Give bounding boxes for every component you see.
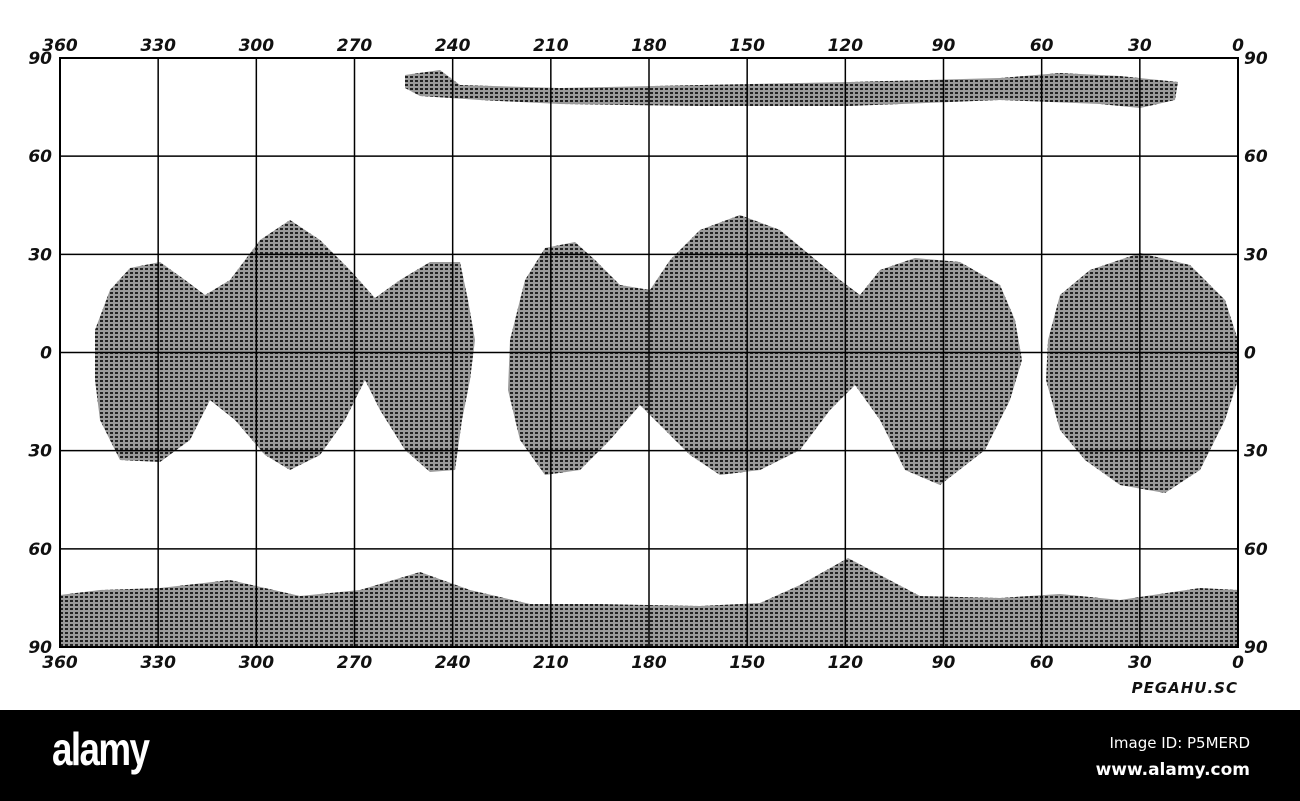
bottom-longitude-label: 60 <box>1030 653 1054 673</box>
top-longitude-label: 90 <box>932 36 956 56</box>
right-latitude-label: 90 <box>1244 638 1268 658</box>
top-longitude-label: 150 <box>729 36 765 56</box>
left-latitude-label: 90 <box>28 49 52 69</box>
bottom-longitude-label: 300 <box>239 653 275 673</box>
top-longitude-label: 30 <box>1128 36 1152 56</box>
right-latitude-label: 30 <box>1244 245 1268 265</box>
top-longitude-label: 60 <box>1030 36 1054 56</box>
top-longitude-label: 240 <box>435 36 471 56</box>
bottom-longitude-label: 210 <box>533 653 569 673</box>
left-latitude-label: 60 <box>28 540 52 560</box>
left-latitude-label: 60 <box>28 147 52 167</box>
right-latitude-label: 30 <box>1244 442 1268 462</box>
watermark-footer: alamy Image ID: P5MERD www.alamy.com <box>0 710 1300 801</box>
dark-region-central <box>508 215 1022 485</box>
top-longitude-label: 360 <box>42 36 78 56</box>
top-longitude-label: 330 <box>140 36 176 56</box>
bottom-longitude-label: 0 <box>1232 653 1244 673</box>
bottom-longitude-label: 180 <box>631 653 667 673</box>
right-latitude-label: 90 <box>1244 49 1268 69</box>
site-url: www.alamy.com <box>1095 760 1250 780</box>
bottom-longitude-label: 270 <box>337 653 373 673</box>
bottom-longitude-label: 330 <box>140 653 176 673</box>
right-latitude-label: 0 <box>1244 344 1256 364</box>
top-longitude-label: 300 <box>239 36 275 56</box>
top-longitude-label: 210 <box>533 36 569 56</box>
left-latitude-label: 0 <box>40 344 52 364</box>
right-latitude-label: 60 <box>1244 540 1268 560</box>
left-latitude-label: 30 <box>28 442 52 462</box>
alamy-logo: alamy <box>52 723 150 775</box>
left-latitude-label: 90 <box>28 638 52 658</box>
top-longitude-label: 0 <box>1232 36 1244 56</box>
image-id: Image ID: P5MERD <box>1109 734 1250 752</box>
top-longitude-label: 120 <box>828 36 864 56</box>
bottom-longitude-label: 150 <box>729 653 765 673</box>
top-longitude-label: 270 <box>337 36 373 56</box>
north-polar-band <box>405 70 1178 108</box>
right-latitude-label: 60 <box>1244 147 1268 167</box>
dark-region-west <box>95 220 475 472</box>
bottom-longitude-label: 90 <box>932 653 956 673</box>
bottom-longitude-label: 360 <box>42 653 78 673</box>
engraver-credit: PEGAHU.SC <box>1131 679 1238 697</box>
bottom-longitude-label: 120 <box>828 653 864 673</box>
dark-region-east <box>1046 253 1238 493</box>
top-longitude-label: 180 <box>631 36 667 56</box>
left-latitude-label: 30 <box>28 245 52 265</box>
bottom-longitude-label: 240 <box>435 653 471 673</box>
bottom-longitude-label: 30 <box>1128 653 1152 673</box>
